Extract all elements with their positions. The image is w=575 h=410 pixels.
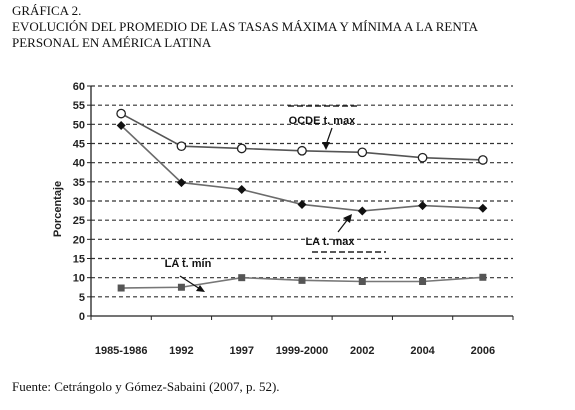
- series-line: [120, 124, 483, 212]
- series-3: [117, 273, 487, 292]
- y-tick-label: 35: [73, 177, 85, 189]
- data-point-diamond: [357, 206, 367, 216]
- data-point-square: [479, 273, 487, 281]
- chart-title-line-1: EVOLUCIÓN DEL PROMEDIO DE LAS TASAS MÁXI…: [12, 19, 479, 34]
- data-point-square: [117, 284, 125, 292]
- y-tick-labels: 0 5 10 15 20 25 30 35 40 45 50 55 60: [73, 81, 85, 323]
- x-tick-label: 1999-2000: [276, 345, 329, 357]
- y-tick-label: 10: [73, 273, 85, 285]
- chart-title-line-2: PERSONAL EN AMÉRICA LATINA: [12, 35, 212, 50]
- data-point-diamond: [418, 201, 428, 211]
- data-point-diamond: [237, 185, 247, 194]
- y-tick-label: 40: [73, 158, 85, 170]
- data-point-circle: [116, 108, 126, 119]
- data-series: [116, 108, 488, 292]
- data-point-circle: [478, 155, 488, 165]
- data-point-circle: [297, 145, 307, 156]
- data-point-square: [419, 278, 427, 285]
- data-point-diamond: [176, 178, 186, 188]
- y-tick-label: 5: [79, 292, 85, 304]
- series-2: [116, 120, 488, 216]
- source-note: Fuente: Cetrángolo y Gómez-Sabaini (2007…: [12, 379, 280, 394]
- la-min-label-arrowhead: [196, 285, 205, 292]
- chart-label: GRÁFICA 2.: [12, 3, 82, 18]
- y-tick-label: 55: [73, 100, 85, 112]
- data-point-square: [298, 276, 306, 284]
- axes: [90, 86, 514, 320]
- series-1: [116, 108, 488, 165]
- x-tick-label: 1992: [169, 345, 193, 357]
- x-tick-label: 2002: [350, 345, 374, 357]
- y-tick-label: 0: [79, 311, 85, 323]
- y-tick-label: 15: [73, 254, 85, 266]
- data-point-diamond: [297, 199, 307, 209]
- y-tick-label: 50: [73, 119, 85, 131]
- data-point-diamond: [478, 203, 488, 213]
- y-tick-label: 45: [73, 139, 85, 151]
- la-min-label-arrow: [179, 275, 201, 290]
- la-max-label-arrow: [337, 218, 349, 233]
- la-max-series-label: LA t. max: [305, 236, 355, 248]
- y-axis-label: Porcentaje: [52, 181, 64, 237]
- y-tick-label: 20: [73, 234, 85, 246]
- y-tick-label: 30: [73, 196, 85, 208]
- y-tick-label: 25: [73, 215, 85, 227]
- data-point-square: [358, 278, 366, 285]
- data-point-circle: [417, 152, 428, 163]
- y-tick-label: 60: [73, 81, 85, 93]
- la-min-series-label: LA t. min: [165, 258, 212, 270]
- x-tick-label: 2006: [471, 345, 495, 357]
- series-annotations: OCDE t. max LA t. max LA t. min: [165, 105, 386, 292]
- data-point-square: [177, 283, 185, 291]
- x-tick-label: 2004: [410, 345, 435, 357]
- data-point-circle: [357, 147, 368, 158]
- data-point-circle: [236, 143, 247, 154]
- x-tick-label: 1997: [229, 345, 253, 357]
- ocde-label-arrowhead: [322, 142, 330, 150]
- chart-heading: GRÁFICA 2. EVOLUCIÓN DEL PROMEDIO DE LAS…: [12, 3, 478, 51]
- la-max-label-arrowhead: [343, 214, 352, 223]
- data-point-circle: [176, 141, 187, 152]
- ocde-series-label: OCDE t. max: [289, 115, 357, 127]
- data-point-diamond: [116, 120, 126, 130]
- x-tick-labels: 1985-1986 1992 1997 1999-2000 2002 2004 2006: [95, 345, 495, 357]
- data-point-square: [238, 274, 246, 282]
- x-tick-label: 1985-1986: [95, 345, 148, 357]
